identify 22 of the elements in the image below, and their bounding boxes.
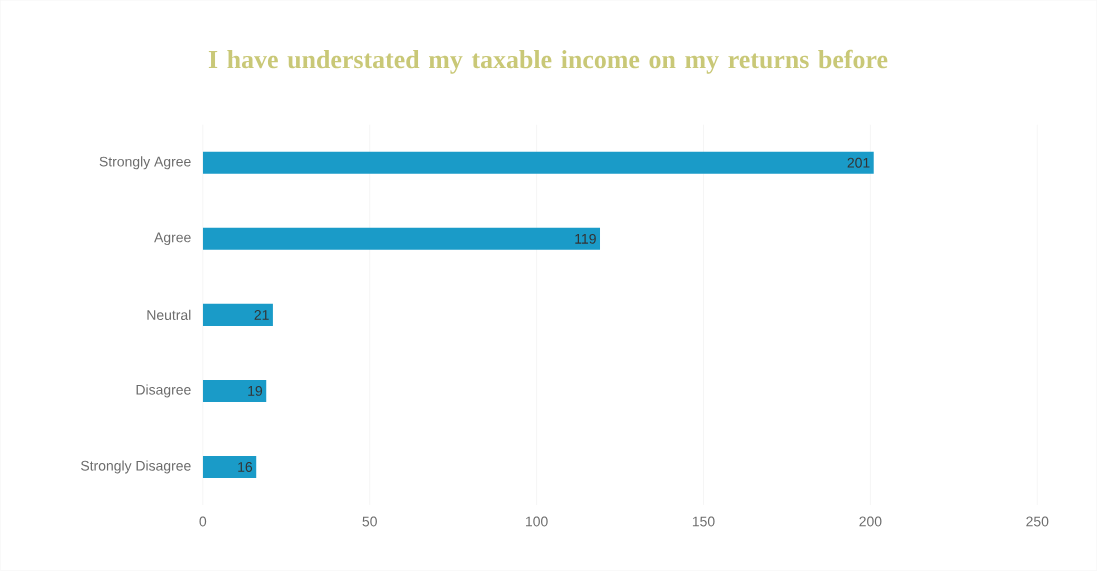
bar	[202, 227, 601, 250]
y-tick-label: Strongly Disagree	[81, 460, 191, 474]
bar	[202, 304, 273, 327]
x-tick-label: 0	[199, 516, 207, 527]
bar	[202, 380, 267, 403]
data-label: 19	[248, 386, 263, 396]
x-tick-label: 150	[692, 516, 715, 527]
x-tick-label: 250	[1026, 516, 1049, 527]
x-tick-label: 200	[859, 516, 882, 527]
y-tick-label: Agree	[154, 232, 191, 246]
data-label: 201	[847, 157, 870, 168]
y-tick-label: Disagree	[136, 384, 191, 398]
y-tick-label: Neutral	[147, 309, 191, 321]
y-tick-label: Strongly Agree	[99, 156, 191, 170]
chart-title: I have understated my taxable income on my returns before	[208, 49, 888, 74]
data-label: 16	[238, 462, 253, 473]
data-label: 119	[575, 234, 596, 244]
data-label: 21	[254, 310, 269, 320]
x-tick-label: 100	[526, 516, 548, 527]
bar	[202, 151, 874, 174]
x-tick-label: 50	[362, 516, 377, 527]
bar	[202, 456, 257, 479]
